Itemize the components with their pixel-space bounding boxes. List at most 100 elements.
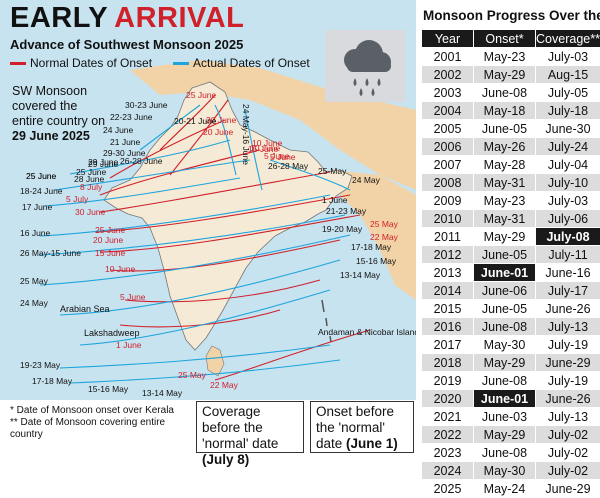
year-cell: 2001 [422,48,474,66]
year-cell: 2002 [422,66,474,84]
onset-cell: June-03 [474,408,536,426]
onset-cell: May-30 [474,462,536,480]
coverage-cell: June-30 [536,120,600,138]
onset-cell: June-08 [474,372,536,390]
coverage-cell: July-19 [536,372,600,390]
onset-cell: May-24 [474,480,536,498]
actual-label: 19-23 May [20,360,61,370]
coverage-cell: July-13 [536,408,600,426]
year-cell: 2013 [422,264,474,282]
normal-label: 22 May [210,380,239,390]
coverage-cell: July-06 [536,210,600,228]
coverage-cell: July-02 [536,444,600,462]
coverage-cell: July-19 [536,336,600,354]
coverage-cell: June-29 [536,480,600,498]
year-cell: 2008 [422,174,474,192]
actual-label: 26-28 May [268,161,309,171]
onset-cell: May-29 [474,228,536,246]
coverage-cell: July-24 [536,138,600,156]
year-cell: 2023 [422,444,474,462]
onset-cell: May-30 [474,336,536,354]
year-cell: 2010 [422,210,474,228]
actual-label: 16 June [20,228,51,238]
onset-cell: May-23 [474,48,536,66]
coverage-note: SW Monsoon covered the entire country on… [12,84,107,144]
year-cell: 2024 [422,462,474,480]
actual-label: 25-May [318,166,347,176]
actual-label: 25 May [20,276,49,286]
coverage-note-date: 29 June 2025 [12,129,90,143]
year-cell: 2009 [422,192,474,210]
footnote-coverage: ** Date of Monsoon covering entire count… [10,417,195,441]
year-cell: 2021 [422,408,474,426]
coverage-cell: July-04 [536,156,600,174]
normal-label: 15 June [95,248,126,258]
year-cell: 2022 [422,426,474,444]
coverage-cell: July-10 [536,174,600,192]
actual-label: 15-16 May [88,384,129,394]
coverage-callout-date: (July 8) [202,452,249,467]
actual-label: 24 May [20,298,49,308]
onset-cell: May-28 [474,156,536,174]
year-cell: 2006 [422,138,474,156]
actual-label: 26 May-15 June [20,248,81,258]
legend-normal-label: Normal Dates of Onset [30,56,152,70]
arabian-sea-label: Arabian Sea [60,304,110,314]
coverage-cell: July-03 [536,192,600,210]
year-cell: 2025 [422,480,474,498]
onset-cell: June-08 [474,444,536,462]
coverage-callout-text: Coverage before the 'normal' date [202,404,278,451]
actual-label: 20-21 June [174,116,217,126]
header-coverage: Coverage** [536,30,600,48]
year-cell: 2007 [422,156,474,174]
actual-label: 17 June [22,202,53,212]
year-cell: 2004 [422,102,474,120]
onset-cell: June-05 [474,300,536,318]
onset-callout-date: (June 1) [346,436,398,451]
year-cell: 2012 [422,246,474,264]
year-cell: 2019 [422,372,474,390]
coverage-cell: July-02 [536,462,600,480]
normal-label: 20 June [203,127,234,137]
coverage-note-text: SW Monsoon covered the entire country on [12,84,105,128]
onset-cell: June-05 [474,246,536,264]
rain-cloud-icon [325,30,405,102]
onset-callout: Onset before the 'normal' date (June 1) [310,401,414,453]
actual-label: 25 June [76,167,107,177]
coverage-cell: July-02 [536,426,600,444]
actual-label: 17-18 May [351,242,392,252]
coverage-cell: July-18 [536,102,600,120]
map-panel: 25 June 30 June 20 June 15 June 10 June … [0,0,416,400]
normal-label: 30 June [75,207,106,217]
onset-cell: May-18 [474,102,536,120]
year-cell: 2003 [422,84,474,102]
actual-label: 25 June [26,171,57,181]
year-cell: 2011 [422,228,474,246]
year-cell: 2020 [422,390,474,408]
legend-actual-swatch [173,62,189,65]
onset-cell: May-26 [474,138,536,156]
onset-cell: May-31 [474,174,536,192]
coverage-cell: July-05 [536,84,600,102]
coverage-cell: June-16 [536,264,600,282]
table-title: Monsoon Progress Over the Years [423,8,600,23]
onset-cell: May-29 [474,354,536,372]
